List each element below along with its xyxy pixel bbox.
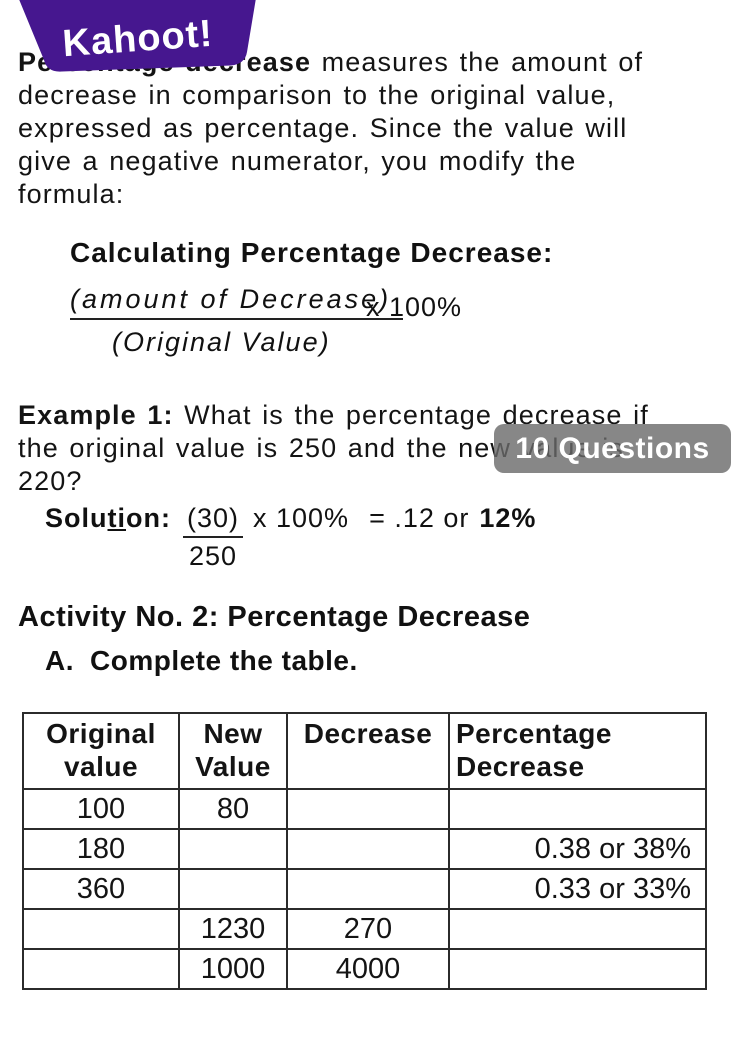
table-cell [448, 908, 707, 950]
table-cell: 0.38 or 38% [448, 828, 707, 870]
table-cell: 360 [22, 868, 180, 910]
activity-heading: Activity No. 2: Percentage Decrease [18, 601, 531, 633]
kahoot-banner-icon: Kahoot! [19, 0, 256, 72]
table-row: 1230 270 [22, 908, 707, 950]
table-cell: 1230 [178, 908, 288, 950]
intro-line-5: formula: [18, 179, 125, 209]
table-cell [178, 828, 288, 870]
formula-numerator: (amount of Decrease) [70, 284, 404, 320]
table-cell [22, 908, 180, 950]
table-cell: 1000 [178, 948, 288, 990]
intro-line-3: expressed as percentage. Since the value… [18, 113, 628, 143]
intro-line-1-rest: measures the amount of [311, 47, 644, 77]
kahoot-logo: Kahoot! [0, 0, 280, 95]
header-row: Original value New Value Decrease Percen… [22, 712, 707, 790]
table-cell: 4000 [286, 948, 450, 990]
table-row: 100 80 [22, 788, 707, 830]
question-count-label: 10 Questions [515, 431, 710, 465]
activity-table: Original value New Value Decrease Percen… [22, 712, 707, 990]
activity-table-body: 100 80 180 0.38 or 38% 360 0.33 or 33% 1230 270… [22, 788, 707, 990]
intro-line-2: decrease in comparison to the original v… [18, 80, 616, 110]
formula-multiplier: x 100% [366, 292, 463, 322]
table-cell [286, 828, 450, 870]
header-percentage-decrease: Percentage Decrease [448, 712, 707, 790]
question-count-badge: 10 Questions [494, 424, 731, 473]
header-original-value: Original value [22, 712, 180, 790]
table-cell: 270 [286, 908, 450, 950]
table-cell: 180 [22, 828, 180, 870]
activity-subheading: A. Complete the table. [45, 645, 358, 677]
table-cell [286, 868, 450, 910]
kahoot-logo-text: Kahoot! [61, 13, 214, 65]
formula-heading: Calculating Percentage Decrease: [70, 237, 554, 268]
table-row: 1000 4000 [22, 948, 707, 990]
formula-denominator: (Original Value) [112, 327, 331, 357]
table-cell [178, 868, 288, 910]
table-cell: 80 [178, 788, 288, 830]
table-cell [22, 948, 180, 990]
intro-line-4: give a negative numerator, you modify th… [18, 146, 577, 176]
solution-denominator: 250 [188, 541, 238, 571]
table-cell [448, 948, 707, 990]
example-paragraph: Example 1: What is the percentage decrea… [18, 399, 649, 498]
activity-list-label: A. [45, 645, 74, 676]
solution-result: 12% [479, 503, 537, 533]
table-row: 180 0.38 or 38% [22, 828, 707, 870]
header-decrease: Decrease [286, 712, 450, 790]
table-cell [448, 788, 707, 830]
activity-table-header: Original value New Value Decrease Percen… [22, 712, 707, 790]
banner-shape [19, 0, 256, 72]
table-cell: 100 [22, 788, 180, 830]
solution-equals: = .12 or [369, 503, 470, 533]
solution-fraction: (30) 250 [182, 503, 243, 572]
solution-multiplier: x 100% [253, 503, 350, 533]
activity-list-text: Complete the table. [90, 645, 358, 676]
solution-line: Solution: (30) 250 x 100% = .12 or 12% [45, 503, 536, 572]
table-cell [286, 788, 450, 830]
example-line-3: 220? [18, 466, 83, 496]
example-label: Example 1: [18, 400, 174, 430]
table-row: 360 0.33 or 33% [22, 868, 707, 910]
table-cell: 0.33 or 33% [448, 868, 707, 910]
header-new-value: New Value [178, 712, 288, 790]
solution-numerator: (30) [182, 503, 243, 538]
solution-label: Solution: [45, 503, 171, 533]
